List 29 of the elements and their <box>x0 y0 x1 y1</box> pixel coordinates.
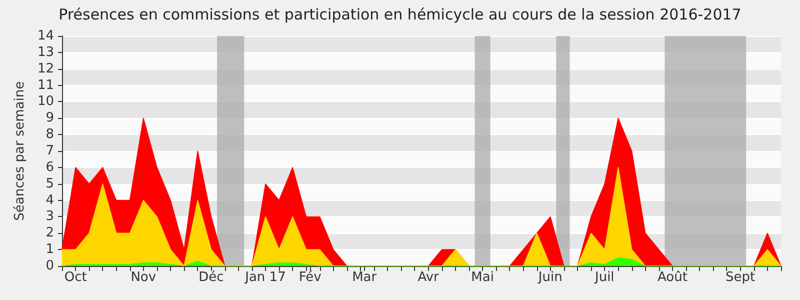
x-tick-label: Oct <box>64 270 87 285</box>
x-tick-label: Mai <box>471 270 494 285</box>
y-tick-label: 7 <box>46 144 54 158</box>
y-axis-title: Séances par semaine <box>12 81 28 221</box>
y-tick-label: 8 <box>46 127 54 142</box>
y-tick-label: 10 <box>37 94 54 110</box>
x-tick-label: Août <box>657 270 688 285</box>
chart-title: Présences en commissions et participation en hémicycle au cours de la session 2016-2017 <box>58 6 742 24</box>
x-tick-label: Sept <box>725 270 756 285</box>
y-tick-label: 12 <box>37 61 54 76</box>
y-tick-label: 5 <box>46 176 54 192</box>
y-tick-label: 11 <box>37 78 54 93</box>
y-tick-label: 9 <box>46 110 54 126</box>
x-tick-label: Nov <box>130 270 156 285</box>
y-tick-label: 4 <box>46 192 54 208</box>
y-tick-label: 14 <box>37 28 54 44</box>
y-tick-label: 2 <box>46 226 54 241</box>
x-tick-label: Déc <box>198 270 224 285</box>
y-tick-label: 3 <box>46 209 54 224</box>
x-tick-label: Avr <box>418 270 440 285</box>
x-tick-label: Juin <box>537 270 562 285</box>
x-tick-label: Mar <box>352 270 378 285</box>
y-tick-label: 6 <box>46 160 54 175</box>
y-tick-label: 0 <box>46 258 54 274</box>
x-tick-label: Jan 17 <box>244 270 286 285</box>
x-tick-label: Juil <box>594 270 614 285</box>
x-tick-label: Fév <box>298 270 322 285</box>
y-tick-label: 1 <box>46 242 54 258</box>
y-tick-label: 13 <box>37 44 54 60</box>
